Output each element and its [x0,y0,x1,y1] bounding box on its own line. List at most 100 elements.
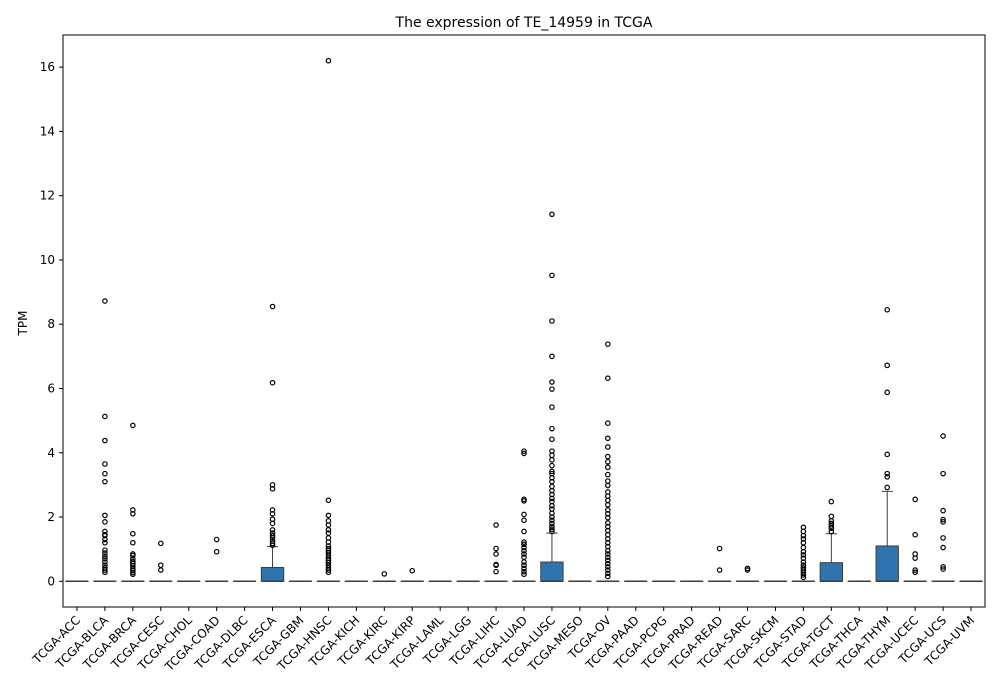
outlier-point [549,379,555,385]
outlier-point [102,512,108,519]
outlier-point [102,553,108,560]
outlier-point [940,564,946,570]
outlier-point [521,547,527,554]
outlier-point [940,516,946,523]
outlier-point [605,471,611,478]
outlier-point [800,572,807,578]
outlier-point [605,420,611,426]
box-group [149,540,173,583]
outlier-point [102,470,108,477]
outlier-point [549,517,555,524]
outlier-point [130,552,136,559]
outlier-point [493,568,499,575]
box-group [204,536,229,583]
y-tick-label: 16 [40,60,55,74]
outlier-point [605,464,611,471]
outlier-point [521,565,527,572]
outlier-point [102,559,108,565]
outlier-point [521,517,527,524]
box-group [903,496,927,583]
outlier-point [716,545,723,552]
outlier-point [521,539,527,545]
outlier-point [605,547,611,554]
outlier-point [493,522,499,528]
y-tick-label: 8 [47,317,55,331]
outlier-point [325,559,332,566]
outlier-point [325,497,332,504]
outlier-point [605,570,611,577]
box-group [316,57,341,583]
outlier-point [605,502,611,508]
outlier-point [549,526,555,533]
outlier-point [130,567,136,574]
outlier-point [605,435,611,442]
outlier-point [549,514,555,520]
box-group [372,571,396,583]
outlier-point [102,536,108,543]
outlier-point [549,436,555,443]
outlier-point [549,318,555,324]
outlier-point [884,470,891,477]
box-group [596,341,620,583]
box-group [707,545,732,583]
outlier-point [884,451,891,458]
outlier-point [605,341,611,347]
outlier-point [157,567,164,573]
outlier-point [549,457,555,463]
outlier-point [549,468,555,475]
y-tick-label: 10 [40,253,55,267]
outlier-point [102,555,108,562]
outlier-point [605,557,611,564]
outlier-point [884,484,891,491]
outlier-point [912,555,918,561]
outlier-point [269,379,276,386]
box [819,562,844,582]
outlier-point [549,272,555,279]
box-group [512,448,536,583]
outlier-point [102,413,108,420]
outlier-point [102,567,108,573]
outlier-point [521,498,527,504]
outlier-point [521,450,527,457]
y-axis-label: TPM [16,311,30,337]
outlier-point [521,551,527,557]
outlier-point [884,389,891,396]
outlier-point [912,531,918,538]
box-group [121,422,145,583]
box-group [400,567,424,583]
outlier-point [269,303,276,310]
outlier-point [269,485,276,492]
outlier-point [521,541,527,548]
outlier-point [605,573,611,580]
outlier-point [521,568,527,575]
outlier-point [325,550,332,556]
outlier-point [493,562,499,569]
outlier-point [521,448,527,454]
box-group [875,306,899,583]
outlier-point [269,511,276,517]
outlier-point [549,386,555,392]
outlier-point [884,306,891,313]
outlier-point [884,362,891,369]
outlier-point [213,548,220,555]
outlier-point [269,535,276,541]
outlier-point [102,569,108,576]
box [260,566,285,582]
outlier-point [102,550,108,556]
outlier-point [549,404,555,410]
outlier-point [940,535,946,541]
outlier-point [605,482,611,489]
outlier-point [549,353,555,360]
outlier-point [800,574,807,581]
outlier-point [605,444,611,450]
outlier-point [549,528,555,535]
outlier-point [800,569,807,576]
outlier-point [269,532,276,539]
outlier-point [828,498,835,505]
outlier-point [800,552,807,558]
outlier-point [325,569,332,576]
outlier-point [940,544,946,551]
outlier-point [102,461,108,467]
outlier-point [800,559,807,565]
box-group [735,565,760,583]
